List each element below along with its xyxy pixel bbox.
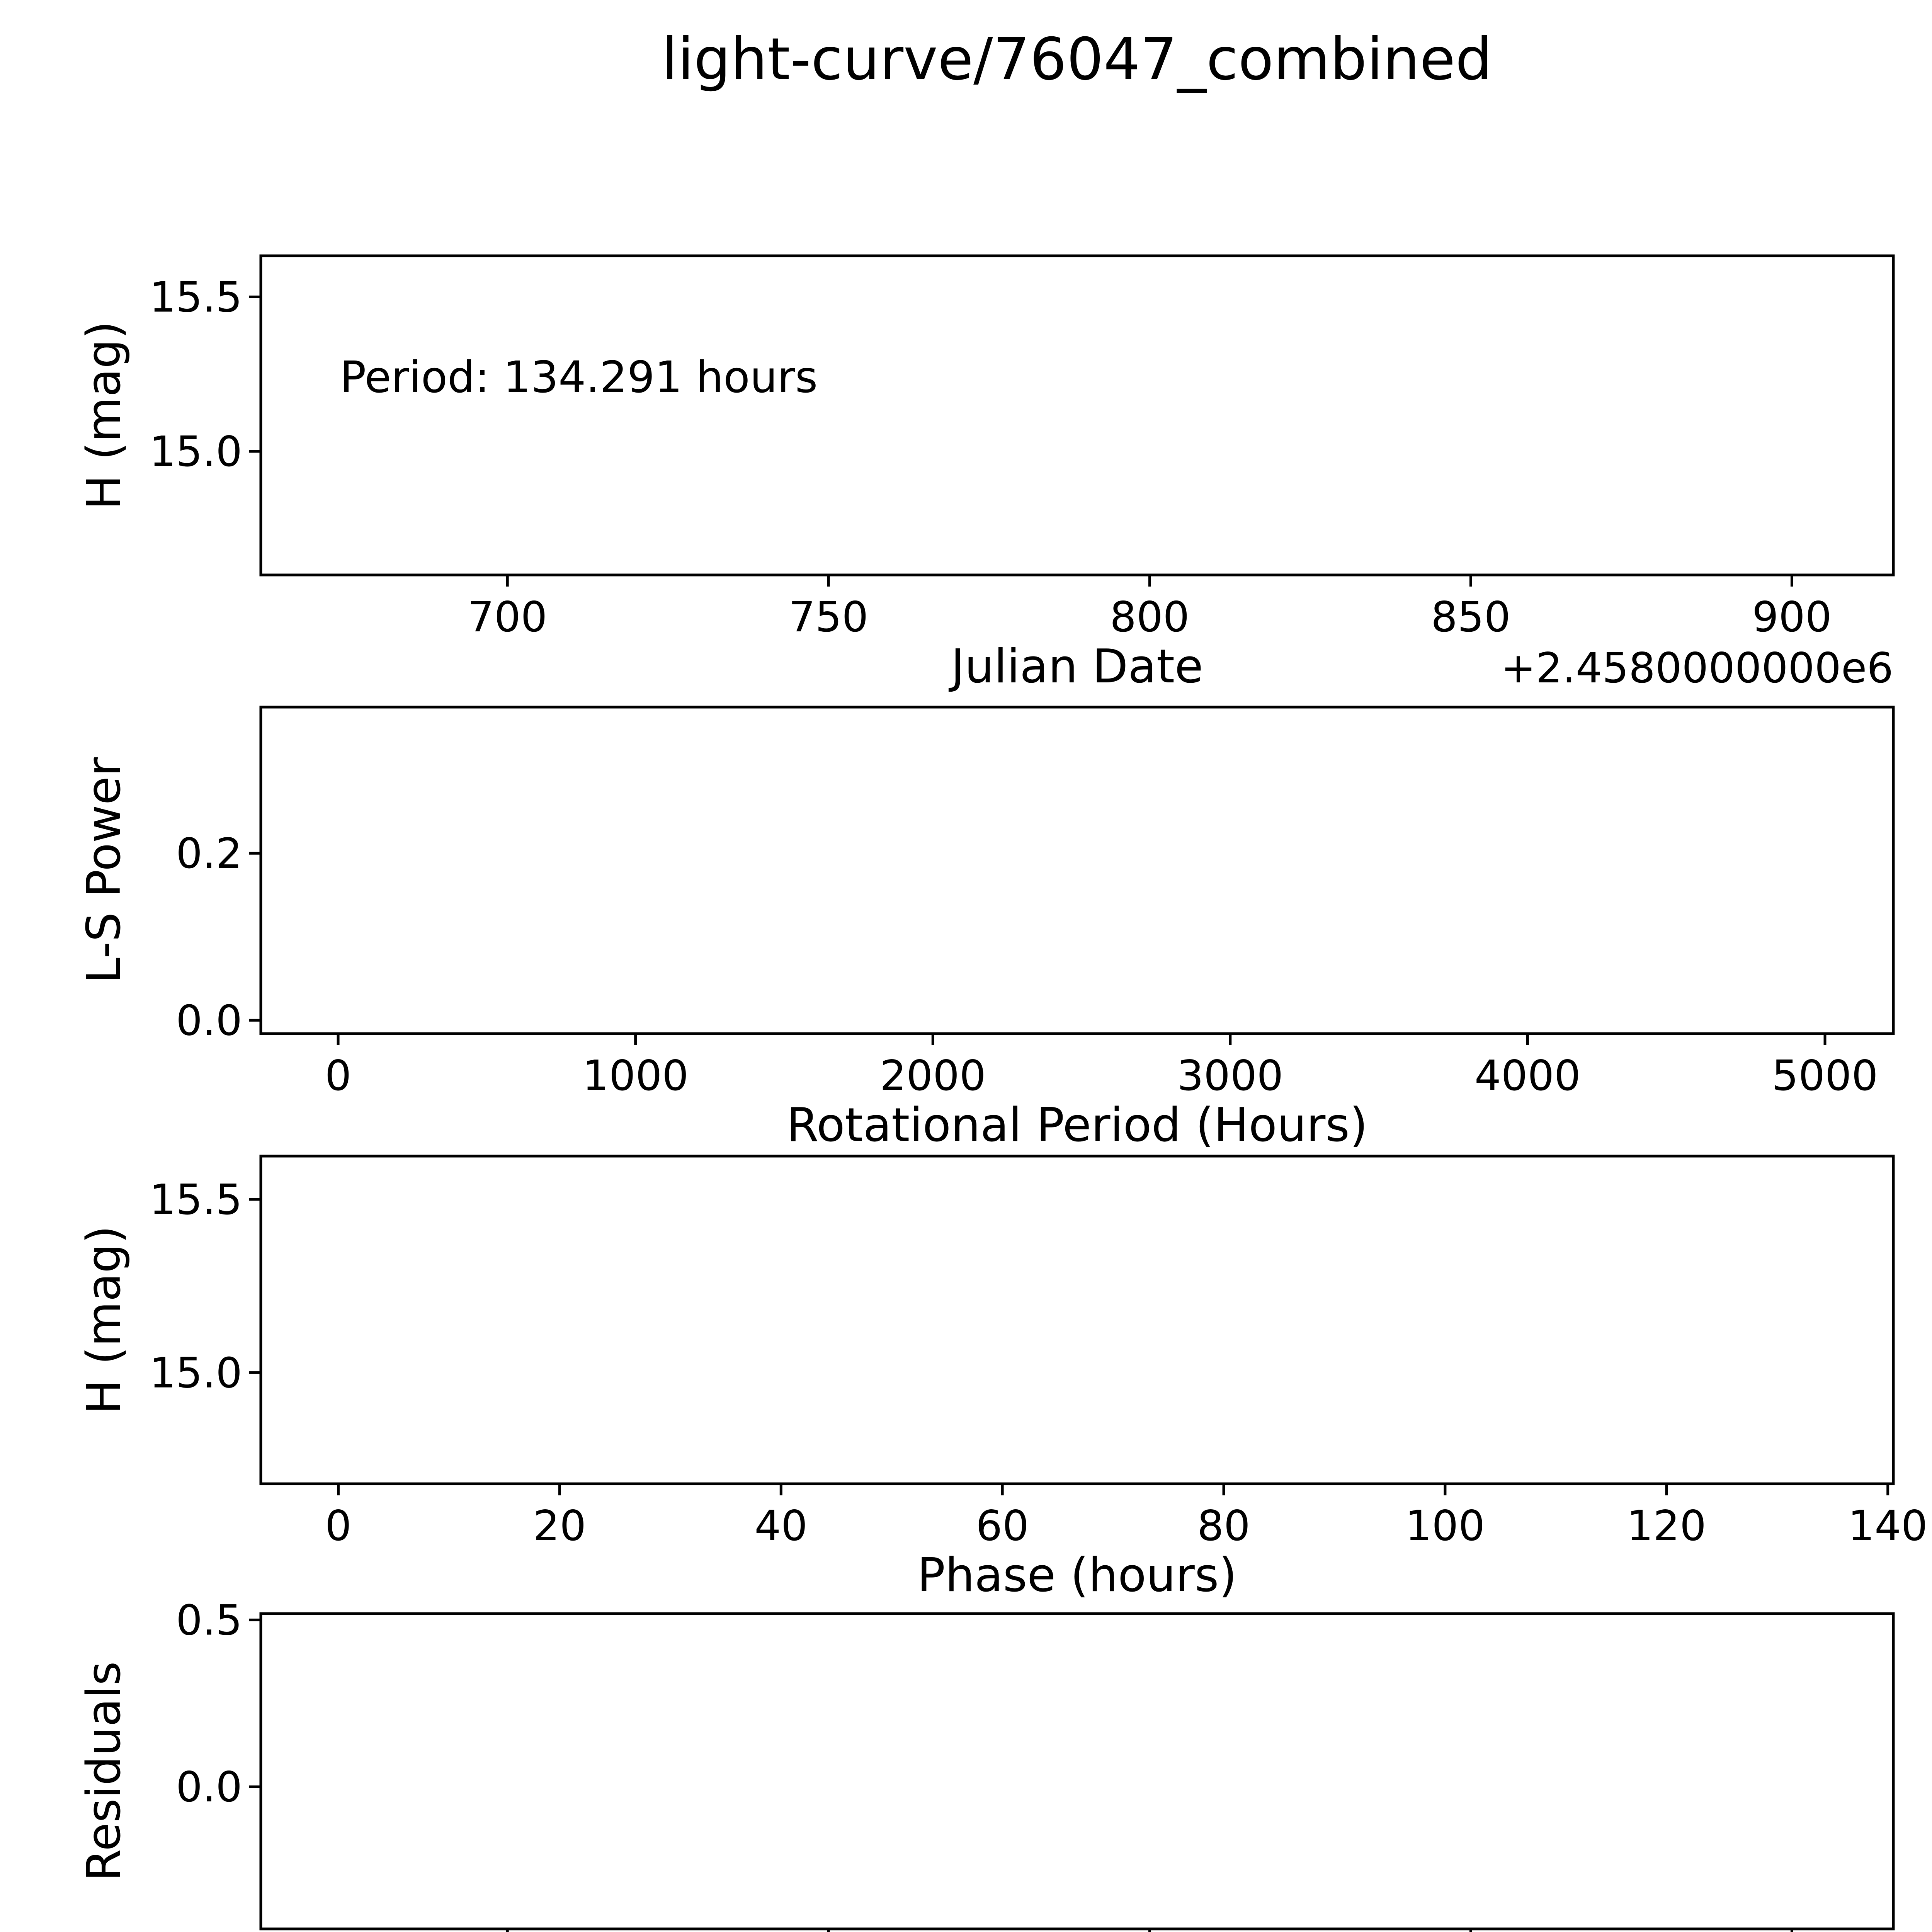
y-axis-title: L-S Power xyxy=(77,757,131,983)
x-axis-offset-text: +2.4580000000e6 xyxy=(1501,644,1893,692)
y-tick-label: 15.5 xyxy=(150,273,242,321)
axes-frame xyxy=(259,1612,1895,1930)
x-tick-label: 700 xyxy=(468,593,547,641)
x-tick-label: 20 xyxy=(533,1502,586,1550)
panel-ls-periodogram: 0 1000 2000 3000 4000 5000 0.0 0.2 Rotational Pe… xyxy=(77,706,1895,1152)
y-axis-title: H (mag) xyxy=(77,321,131,510)
axes-background xyxy=(261,256,1893,575)
x-tick-label: 750 xyxy=(789,593,868,641)
x-tick-label: 5000 xyxy=(1772,1052,1878,1100)
x-tick-label: 0 xyxy=(325,1052,352,1100)
x-tick-label: 4000 xyxy=(1475,1052,1581,1100)
x-tick-label: 120 xyxy=(1627,1502,1706,1550)
y-tick-label: 15.0 xyxy=(150,428,242,476)
panel-phased-lightcurve: 0 20 40 60 80 100 120 140 15.5 15.0 Phase (hours) H… xyxy=(77,1155,1928,1602)
axes-frame xyxy=(259,706,1895,1035)
axes-background xyxy=(261,707,1893,1034)
axes-frame xyxy=(259,1155,1895,1485)
axes-background xyxy=(261,1614,1893,1929)
y-tick-label: 0.0 xyxy=(176,997,242,1045)
figure-title: light-curve/76047_combined xyxy=(662,26,1492,93)
x-tick-label: 2000 xyxy=(880,1052,986,1100)
x-tick-label: 0 xyxy=(325,1502,352,1550)
x-tick-label: 80 xyxy=(1197,1502,1250,1550)
x-tick-label: 100 xyxy=(1405,1502,1485,1550)
x-axis-title: Julian Date xyxy=(948,640,1203,694)
x-tick-label: 40 xyxy=(755,1502,808,1550)
x-axis-title: Phase (hours) xyxy=(917,1549,1237,1602)
y-tick-label: 0.0 xyxy=(176,1763,242,1811)
y-tick-label: 15.0 xyxy=(150,1349,242,1397)
axes-frame xyxy=(259,254,1895,577)
x-tick-label: 800 xyxy=(1110,593,1189,641)
y-tick-label: 15.5 xyxy=(150,1176,242,1224)
x-tick-label: 900 xyxy=(1752,593,1832,641)
x-tick-label: 60 xyxy=(976,1502,1029,1550)
x-tick-label: 140 xyxy=(1848,1502,1928,1550)
y-axis-title: Residuals xyxy=(77,1661,131,1881)
x-tick-label: 850 xyxy=(1431,593,1510,641)
y-tick-label: 0.5 xyxy=(176,1596,242,1645)
panel-lightcurve-vs-julian-date: 700 750 800 850 900 15.5 15.0 Julian Date +2.458… xyxy=(77,254,1895,694)
y-axis-title: H (mag) xyxy=(77,1226,131,1415)
period-annotation: Period: 134.291 hours xyxy=(340,352,818,403)
x-tick-label: 1000 xyxy=(582,1052,689,1100)
x-axis-title: Rotational Period (Hours) xyxy=(786,1099,1367,1152)
axes-background xyxy=(261,1156,1893,1484)
x-tick-label: 3000 xyxy=(1177,1052,1283,1100)
y-tick-label: 0.2 xyxy=(176,830,242,878)
